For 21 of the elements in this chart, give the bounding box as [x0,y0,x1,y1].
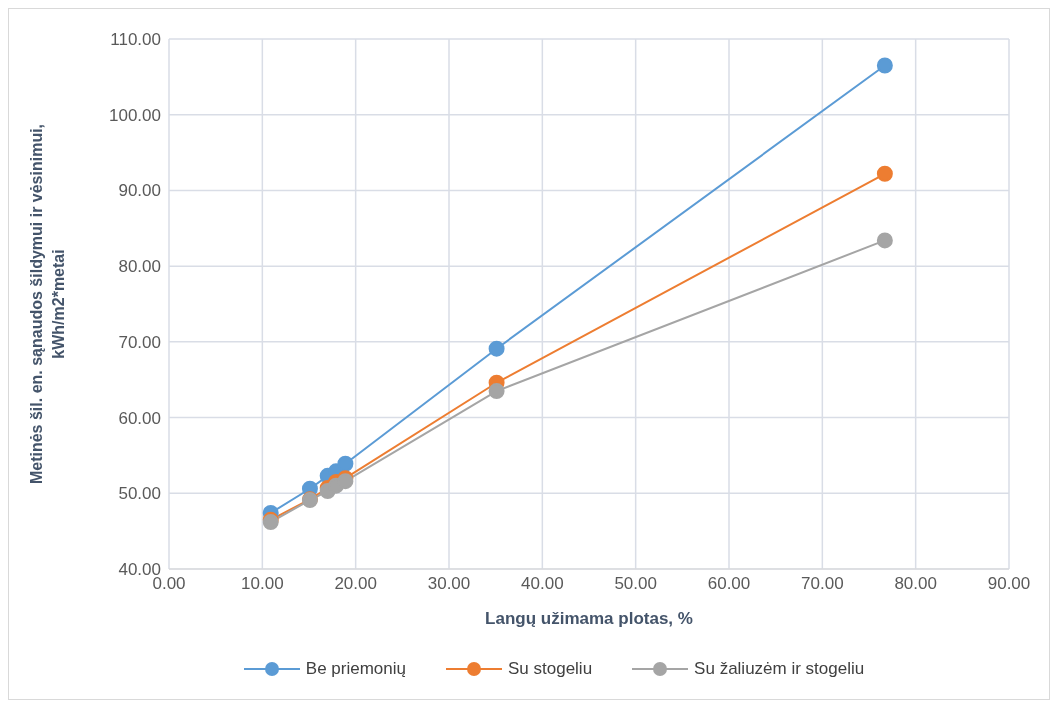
x-tick-label: 90.00 [987,574,1031,594]
y-axis-title: Metinės šil. en. sąnaudos šildymui ir vėsinimui, kWh/m2*metai [28,123,67,485]
y-tick-label: 50.00 [118,484,161,504]
x-tick-label: 80.00 [894,574,937,594]
x-tick-label: 30.00 [427,574,471,594]
legend-label: Su stogeliu [507,659,593,679]
x-tick-label: 20.00 [334,574,377,594]
legend-label: Be priemonių [304,659,406,679]
legend-label: Su žaliuzėm ir stogeliu [693,659,865,679]
x-tick-label: 70.00 [801,574,844,594]
y-tick-label: 80.00 [118,257,161,277]
y-tick-label: 100.00 [109,105,161,125]
x-tick-label: 10.00 [241,574,284,594]
y-tick-label: 70.00 [118,332,161,352]
x-tick-label: 50.00 [614,574,657,594]
y-tick-label: 90.00 [118,181,161,201]
y-tick-label: 60.00 [118,408,161,428]
x-tick-label: 40.00 [521,574,564,594]
y-tick-label: 110.00 [110,30,161,50]
x-tick-label: 60.00 [707,574,751,594]
x-axis-title: Langų užimama plotas, % [485,609,693,628]
